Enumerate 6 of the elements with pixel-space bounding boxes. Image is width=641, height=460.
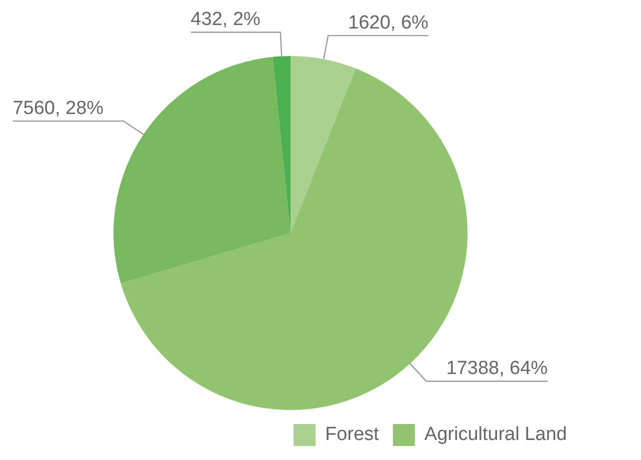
- legend-label: Agricultural Land: [424, 424, 568, 446]
- data-label: 17388, 64%: [446, 358, 548, 379]
- data-label: 1620, 6%: [348, 12, 429, 34]
- data-label: 7560, 28%: [12, 98, 104, 119]
- data-label: 432, 2%: [190, 8, 261, 30]
- legend-label: Forest: [325, 424, 380, 446]
